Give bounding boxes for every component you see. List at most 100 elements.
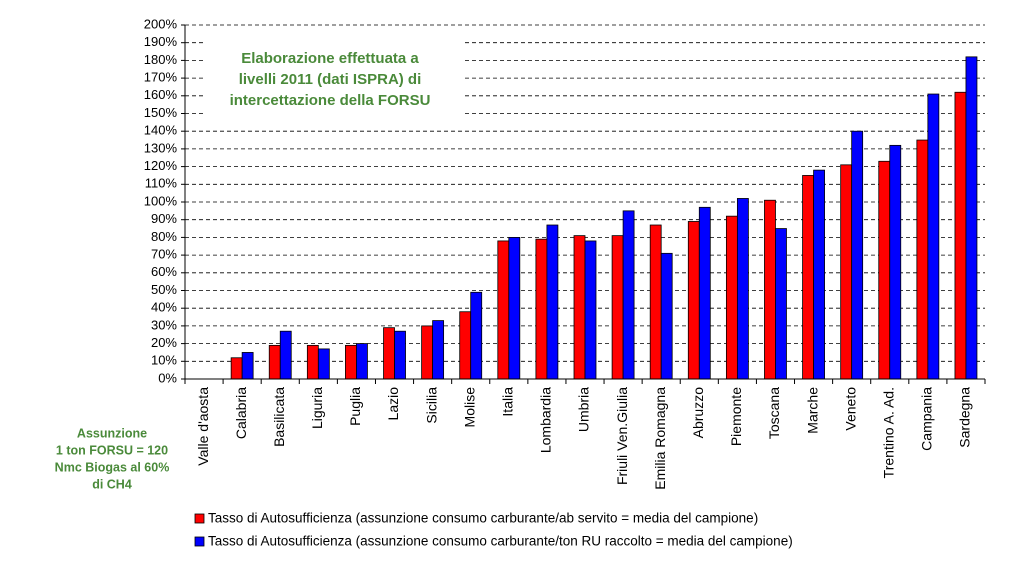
x-tick-label: Trentino A. Ad.: [880, 387, 896, 478]
bar: [736, 198, 749, 380]
bar: [584, 240, 597, 380]
x-tick-label: Sardegna: [957, 387, 973, 448]
x-tick-label: Piemonte: [728, 387, 744, 446]
y-tick-label: 120%: [144, 158, 178, 173]
x-tick-label: Friuli Ven.Giulia: [614, 387, 630, 485]
x-tick-label: Liguria: [309, 387, 325, 429]
y-tick-label: 160%: [144, 87, 178, 102]
y-tick-label: 170%: [144, 70, 178, 85]
bar: [279, 330, 292, 380]
x-tick-label: Lazio: [385, 387, 401, 421]
y-tick-label: 20%: [151, 335, 177, 350]
bar: [954, 91, 967, 380]
bar: [230, 357, 243, 380]
y-tick-label: 80%: [151, 229, 177, 244]
x-tick-label: Marche: [804, 387, 820, 434]
y-tick-label: 40%: [151, 300, 177, 315]
bar: [649, 224, 662, 380]
bar: [916, 139, 929, 380]
bar: [878, 160, 891, 380]
bar: [356, 343, 368, 380]
bar: [546, 224, 559, 380]
x-tick-label: Valle d'aosta: [195, 387, 211, 466]
bar: [813, 169, 825, 380]
bar: [470, 291, 483, 380]
bar: [508, 236, 521, 380]
x-tick-label: Lombardia: [538, 387, 554, 453]
bar: [851, 130, 864, 380]
legend-label: Tasso di Autosufficienza (assunzione con…: [208, 511, 758, 526]
bar: [432, 320, 445, 380]
note-line: Assunzione: [77, 426, 147, 440]
y-tick-label: 130%: [144, 140, 178, 155]
y-tick-label: 190%: [144, 34, 178, 49]
x-tick-label: Emilia Romagna: [652, 387, 668, 490]
x-tick-label: Molise: [461, 387, 477, 428]
bar: [459, 311, 472, 380]
note-line: 1 ton FORSU = 120: [56, 443, 168, 457]
x-tick-label: Veneto: [842, 387, 858, 431]
bar: [383, 327, 395, 380]
bar: [764, 199, 776, 380]
bar: [725, 215, 738, 380]
x-tick-label: Italia: [500, 387, 516, 417]
y-tick-label: 0%: [158, 370, 177, 385]
x-tick-label: Campania: [919, 387, 935, 451]
x-tick-label: Calabria: [233, 387, 249, 439]
y-tick-label: 180%: [144, 52, 178, 67]
bar: [306, 344, 319, 380]
bar: [497, 240, 510, 380]
bar: [660, 252, 673, 380]
bar: [573, 235, 586, 380]
note-line: Nmc Biogas al 60%: [55, 460, 170, 474]
bar: [775, 228, 787, 380]
annotation-line: intercettazione della FORSU: [230, 92, 431, 109]
legend: Tasso di Autosufficienza (assunzione con…: [194, 511, 793, 549]
annotation-box: [203, 38, 463, 124]
annotation: Elaborazione effettuata a livelli 2011 (d…: [230, 50, 431, 109]
legend-swatch: [194, 536, 205, 547]
y-tick-label: 90%: [151, 211, 177, 226]
bar: [345, 344, 357, 380]
y-tick-label: 60%: [151, 264, 177, 279]
bar: [965, 56, 978, 380]
bar: [687, 221, 700, 380]
x-tick-label: Puglia: [347, 387, 363, 426]
bar: [317, 348, 330, 380]
bar: [622, 210, 635, 380]
y-tick-label: 150%: [144, 105, 178, 120]
bar: [802, 175, 814, 380]
x-tick-label: Umbria: [576, 387, 592, 432]
y-tick-label: 200%: [144, 16, 178, 31]
legend-label: Tasso di Autosufficienza (assunzione con…: [208, 534, 793, 549]
bar: [535, 238, 548, 380]
bar: [927, 93, 940, 380]
bar: [241, 352, 254, 380]
x-tick-label: Sicilia: [423, 387, 439, 424]
note-line: di CH4: [92, 477, 132, 491]
bar: [268, 344, 281, 380]
y-tick-label: 140%: [144, 123, 178, 138]
x-tick-label: Abruzzo: [690, 387, 706, 439]
y-tick-label: 10%: [151, 353, 177, 368]
legend-swatch: [194, 513, 205, 524]
bar: [394, 330, 406, 380]
bar: [421, 325, 434, 380]
y-tick-label: 110%: [145, 176, 178, 191]
bar: [889, 144, 902, 380]
x-tick-label: Toscana: [766, 387, 782, 439]
annotation-line: livelli 2011 (dati ISPRA) di: [239, 71, 422, 88]
axes: 0% 10% 20% 30% 40% 50% 60% 70% 80% 90% 100% 110% 120…: [144, 16, 986, 490]
y-tick-label: 100%: [144, 193, 178, 208]
annotation-line: Elaborazione effettuata a: [241, 50, 419, 67]
y-tick-label: 70%: [151, 247, 177, 262]
x-tick-label: Basilicata: [271, 387, 287, 447]
y-tick-label: 50%: [151, 282, 177, 297]
bar: [840, 164, 853, 380]
bar: [698, 206, 711, 380]
bar: [611, 235, 624, 380]
y-tick-label: 30%: [151, 317, 177, 332]
note: Assunzione 1 ton FORSU = 120 Nmc Biogas al…: [55, 426, 170, 491]
bars: [230, 56, 978, 380]
